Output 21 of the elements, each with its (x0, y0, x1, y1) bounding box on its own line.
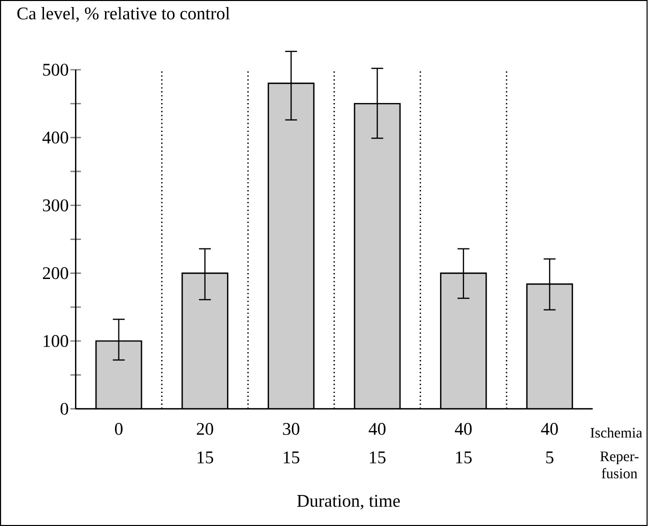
text: Ischemia (590, 427, 642, 438)
x-tick-label: 0 (114, 422, 123, 435)
y-tick-label: 100 (44, 334, 68, 348)
text: 15 (284, 451, 300, 464)
y-tick-label: 400 (42, 132, 68, 144)
x-tick-label: 30 (283, 422, 300, 435)
y-tick-label: 300 (42, 199, 68, 212)
text: Reper- fusion (600, 452, 638, 478)
y-axis-title: Ca level, % relative to control (17, 6, 230, 22)
y-tick-label: 0 (60, 402, 68, 415)
y-tick-label: 200 (42, 267, 68, 280)
x-tick-label: 20 (196, 422, 214, 435)
x-axis-title: Duration, time (297, 494, 400, 510)
x-tick-label: 40 (454, 422, 472, 435)
text: 15 (198, 451, 214, 464)
text: 15 (370, 451, 386, 464)
text: 15 (456, 451, 472, 464)
text: 5 (546, 452, 554, 464)
y-tick-label: 500 (43, 64, 68, 76)
x-tick-label: 40 (541, 422, 558, 435)
x-tick-label: 40 (368, 422, 386, 435)
